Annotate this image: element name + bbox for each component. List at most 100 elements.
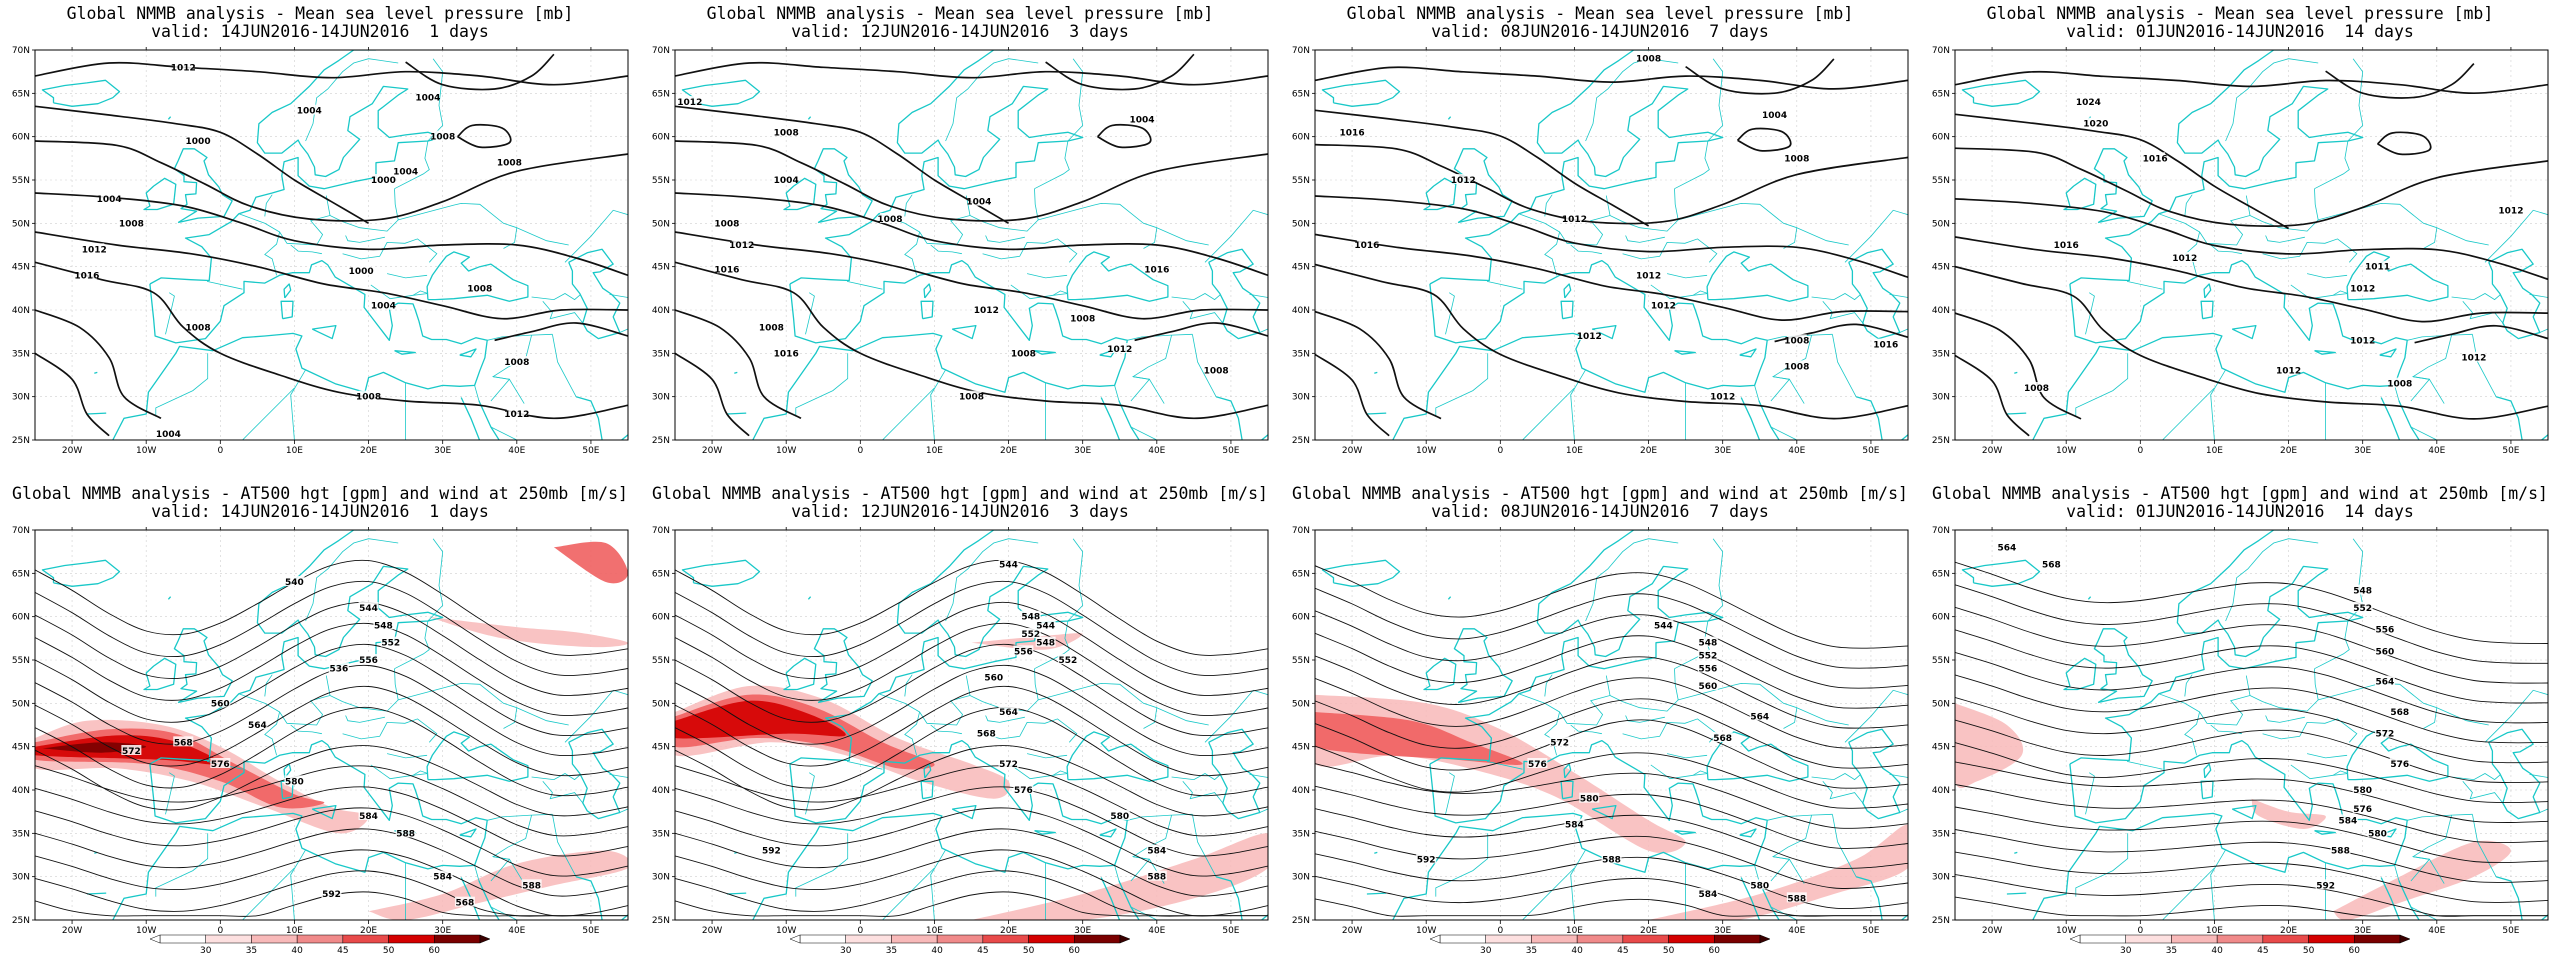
lon-tick-label: 40E [1148, 446, 1165, 456]
contour-label: 572 [1550, 738, 1569, 748]
contour-label: 552 [381, 639, 400, 649]
lat-tick-label: 50N [652, 219, 670, 229]
contour-label: 588 [1787, 894, 1806, 904]
panel-valid-period: valid: 01JUN2016-14JUN2016 14 days [2066, 502, 2414, 521]
map-background [1315, 50, 1908, 440]
contour-label: 1012 [974, 306, 999, 316]
contour-line [1955, 719, 2548, 784]
jet-area-light [1648, 824, 1908, 920]
lon-tick-label: 50E [582, 446, 599, 456]
lat-tick-label: 70N [12, 46, 30, 56]
contour-line [1134, 322, 1268, 342]
contour-label: 1008 [959, 393, 984, 403]
coastlines [41, 50, 628, 440]
contour-label: 576 [2390, 760, 2409, 770]
lon-tick-label: 10E [1566, 926, 1583, 936]
contour-label: 1012 [677, 98, 702, 108]
contour-label: 1012 [2498, 206, 2523, 216]
lon-tick-label: 10W [136, 446, 156, 456]
contour-line [35, 309, 162, 420]
contour-label: 1016 [1873, 341, 1898, 351]
lon-tick-label: 50E [1222, 446, 1239, 456]
lat-tick-label: 70N [1932, 526, 1950, 536]
lat-tick-label: 60N [652, 613, 670, 623]
lat-tick-label: 55N [1932, 656, 1950, 666]
contour-line [1315, 745, 1908, 809]
lat-tick-label: 30N [1932, 393, 1950, 403]
contour-label: 1016 [1340, 128, 1365, 138]
contour-label: 1012 [1710, 393, 1735, 403]
jet-shading [35, 541, 628, 920]
lon-tick-label: 30E [1074, 446, 1091, 456]
contour-label: 576 [2353, 805, 2372, 815]
gridlines [1955, 530, 2548, 920]
lat-tick-label: 25N [12, 916, 30, 926]
contour-label: 588 [2331, 847, 2350, 857]
contour-line [35, 643, 628, 737]
lat-tick-label: 40N [1292, 786, 1310, 796]
contour-line [35, 559, 628, 656]
contour-label: 1024 [2076, 98, 2101, 108]
contour-label: 1012 [2276, 367, 2301, 377]
lat-tick-label: 55N [652, 656, 670, 666]
axis-ticks: 20W 10W 0 10E 20E 30E 40E 50E 70N 65N 60N 55N 50N 45N… [652, 46, 1240, 456]
contour-label: 1008 [1011, 349, 1036, 359]
lat-tick-label: 25N [652, 916, 670, 926]
contour-line [1315, 677, 1908, 749]
contour-line [405, 53, 555, 91]
contour-line [35, 192, 628, 277]
axis-ticks: 20W 10W 0 10E 20E 30E 40E 50E 70N 65N 60N 55N 50N 45N… [12, 526, 600, 936]
colorbar-label: 60 [1069, 946, 1081, 956]
contour-label: 1016 [1144, 265, 1169, 275]
contour-line [1955, 829, 2548, 883]
z500-panel-7days: Global NMMB analysis - AT500 hgt [gpm] a… [1280, 480, 1920, 960]
contour-lines [35, 559, 628, 917]
contour-line [35, 745, 628, 817]
contour-label: 1008 [877, 215, 902, 225]
contour-line [35, 849, 628, 917]
lat-tick-label: 25N [1932, 916, 1950, 926]
contour-label: 584 [2338, 816, 2357, 826]
lon-tick-label: 50E [1862, 926, 1879, 936]
colorbar-label: 40 [931, 946, 943, 956]
lat-tick-label: 60N [652, 133, 670, 143]
lon-tick-label: 10E [2206, 926, 2223, 936]
contour-line [1315, 698, 1908, 769]
contour-line [1955, 651, 2548, 724]
jet-area-light [427, 616, 628, 648]
lat-tick-label: 55N [12, 656, 30, 666]
colorbar-label: 40 [291, 946, 303, 956]
contour-label: 1004 [1762, 111, 1787, 121]
contour-label: 1008 [1070, 315, 1095, 325]
contour-label: 1011 [2365, 263, 2390, 273]
contour-line [1955, 265, 2548, 420]
contour-label: 568 [174, 738, 193, 748]
lon-tick-label: 30E [2354, 926, 2371, 936]
lon-tick-label: 10E [926, 446, 943, 456]
colorbar-label: 35 [1526, 946, 1537, 956]
contour-line [1736, 127, 1792, 152]
lon-tick-label: 10W [776, 446, 796, 456]
lon-tick-label: 20E [360, 926, 377, 936]
contour-line [35, 61, 628, 86]
contour-label: 560 [2376, 647, 2395, 657]
contour-label: 1000 [349, 267, 374, 277]
map-plot: 1008 1004 1016 1012 1008 1012 1016 1012 1012 1012… [1292, 46, 1909, 456]
lon-tick-label: 20E [1000, 446, 1017, 456]
contour-label: 576 [211, 760, 230, 770]
contour-label: 1008 [1784, 362, 1809, 372]
lat-tick-label: 45N [12, 743, 30, 753]
lat-tick-label: 55N [1292, 176, 1310, 186]
contour-label: 548 [1021, 613, 1040, 623]
lon-tick-label: 10W [1416, 926, 1436, 936]
colorbar-label: 40 [1571, 946, 1583, 956]
contour-label: 548 [1036, 639, 1055, 649]
contour-label: 1012 [2350, 284, 2375, 294]
lat-tick-label: 25N [652, 436, 670, 446]
contour-line [1315, 719, 1908, 789]
contour-line [35, 807, 628, 877]
contour-label: 592 [762, 847, 781, 857]
map-frame [674, 529, 1269, 921]
